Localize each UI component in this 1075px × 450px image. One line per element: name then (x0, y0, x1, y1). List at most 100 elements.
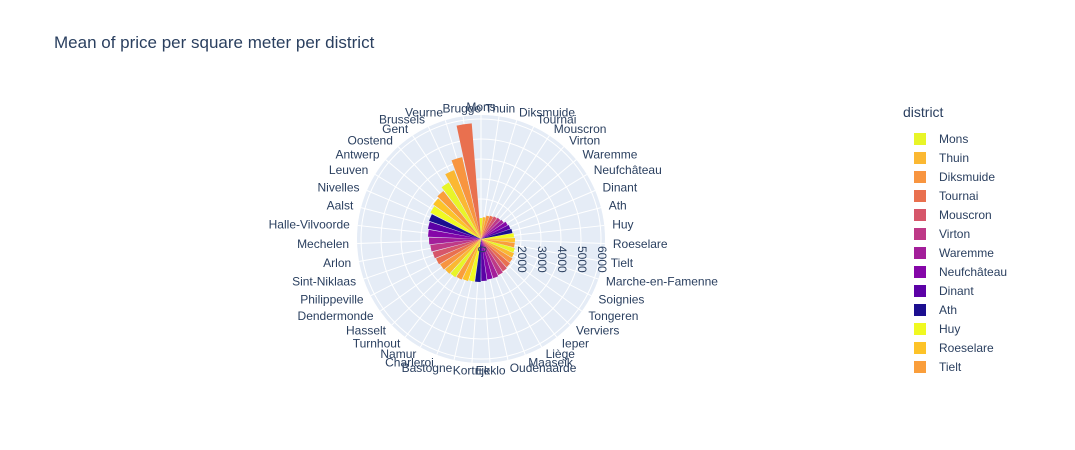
angular-tick-label: Oostend (348, 134, 393, 148)
angular-tick-label: Aalst (327, 199, 354, 213)
legend-item[interactable]: Virton (903, 224, 1007, 243)
angular-tick-label: Antwerp (335, 148, 379, 162)
bar-roeselare[interactable] (481, 238, 516, 243)
bar-mouscron[interactable] (481, 216, 497, 239)
radial-tick-label: 6000 (595, 246, 609, 273)
legend-item[interactable]: Diksmuide (903, 167, 1007, 186)
angular-tick-label: Gent (382, 122, 409, 136)
angular-tick-label: Leuven (329, 163, 368, 177)
radial-axis: 0 2000 3000 4000 5000 6000 (475, 246, 609, 273)
legend-label: Diksmuide (939, 169, 996, 184)
bar-kortrijk[interactable] (475, 239, 481, 282)
angular-tick-label: Philippeville (300, 292, 364, 306)
legend-swatch (914, 246, 926, 259)
bar-halle-vilvoorde[interactable] (428, 229, 481, 239)
bar-virton[interactable] (481, 217, 501, 239)
angular-tick-label: Sint-Niklaas (292, 275, 356, 289)
bar-veurne[interactable] (451, 157, 481, 239)
legend-swatch (914, 132, 926, 145)
bar-oudenaarde[interactable] (481, 239, 493, 280)
legend-item[interactable]: Dinant (903, 281, 1007, 300)
legend-item[interactable]: Ath (903, 300, 1007, 319)
bar-dendermonde[interactable] (440, 239, 481, 270)
legend-item[interactable]: Mouscron (903, 205, 1007, 224)
radial-tick-label: 4000 (555, 246, 569, 273)
radial-tick-label: 3000 (535, 246, 549, 273)
bar-antwerp[interactable] (433, 198, 481, 239)
radial-tick-label: 5000 (575, 246, 589, 273)
legend: district Mons Thuin Diksmuide Tournai Mouscr… (903, 104, 1007, 376)
bar-arlon[interactable] (430, 239, 481, 252)
angular-tick-label: Neufchâteau (594, 163, 662, 177)
bar-mechelen[interactable] (428, 237, 481, 245)
bar-sint-niklaas[interactable] (432, 239, 481, 259)
legend-item[interactable]: Tournai (903, 186, 1007, 205)
angular-tick-label: Mouscron (554, 122, 607, 136)
radial-tick-label: 0 (475, 246, 489, 253)
bar-thuin[interactable] (481, 217, 486, 239)
legend-label: Ath (939, 302, 958, 317)
legend-item[interactable]: Huy (903, 319, 1007, 338)
bar-maaseik[interactable] (481, 239, 499, 279)
bar-dinant[interactable] (481, 225, 511, 239)
angular-tick-label: Waremme (583, 148, 638, 162)
angular-tick-label: Bastogne (402, 361, 453, 375)
angular-tick-label: Hasselt (346, 324, 387, 338)
bar-oostend[interactable] (437, 190, 481, 239)
bar-tournai[interactable] (481, 215, 494, 239)
bar-aalst[interactable] (427, 221, 481, 239)
legend-label: Mons (939, 131, 969, 146)
legend-item[interactable]: Roeselare (903, 338, 1007, 357)
bar-charleroi[interactable] (462, 239, 481, 282)
legend-title: district (903, 104, 944, 120)
bar-diksmuide[interactable] (481, 215, 490, 239)
bar-liège[interactable] (481, 239, 503, 276)
chart-title: Mean of price per square meter per distr… (54, 33, 375, 52)
bar-marche-en-famenne[interactable] (481, 239, 515, 253)
legend-swatch (914, 208, 926, 221)
bar-neufchâteau[interactable] (481, 221, 508, 239)
angular-tick-label: Turnhout (353, 337, 401, 351)
angular-tick-label: Nivelles (317, 180, 359, 194)
legend-label: Roeselare (939, 340, 994, 355)
angular-tick-label: Eeklo (476, 364, 506, 378)
angular-tick-label: Charleroi (385, 355, 434, 369)
angular-tick-label: Thuin (485, 101, 515, 115)
legend-item[interactable]: Neufchâteau (903, 262, 1007, 281)
bar-waremme[interactable] (481, 219, 504, 239)
bar-philippeville[interactable] (436, 239, 481, 265)
bar-huy[interactable] (481, 233, 514, 239)
angular-tick-label: Brugge (442, 101, 481, 115)
angular-tick-label: Roeselare (613, 237, 668, 251)
angular-tick-label: Dinant (603, 180, 638, 194)
legend-item[interactable]: Mons (903, 129, 1007, 148)
angular-tick-label: Mechelen (297, 237, 349, 251)
bar-ath[interactable] (481, 228, 513, 239)
legend-swatch (914, 284, 926, 297)
legend-swatch (914, 341, 926, 354)
legend-label: Thuin (939, 150, 970, 165)
bar-leuven[interactable] (430, 206, 481, 239)
legend-item[interactable]: Waremme (903, 243, 1007, 262)
bar-tielt[interactable] (481, 239, 515, 248)
bar-turnhout[interactable] (450, 239, 481, 278)
bar-bastogne[interactable] (468, 239, 481, 282)
bar-nivelles[interactable] (429, 214, 481, 239)
legend-item[interactable]: Tielt (903, 357, 1007, 376)
angular-tick-label: Tournai (537, 113, 576, 127)
legend-item[interactable]: Thuin (903, 148, 1007, 167)
bar-tongeren[interactable] (481, 239, 513, 263)
bar-brugge[interactable] (456, 123, 481, 239)
bar-namur[interactable] (456, 239, 481, 280)
bar-eeklo[interactable] (481, 239, 487, 281)
bar-hasselt[interactable] (445, 239, 481, 274)
bar-soignies[interactable] (481, 239, 515, 258)
bar-verviers[interactable] (481, 239, 511, 268)
legend-swatch (914, 322, 926, 335)
bar-ieper[interactable] (481, 239, 507, 272)
bar-brussels[interactable] (445, 170, 481, 239)
bar-mons[interactable] (479, 218, 483, 239)
bar-gent[interactable] (441, 182, 481, 239)
angular-tick-label: Liège (546, 347, 576, 361)
